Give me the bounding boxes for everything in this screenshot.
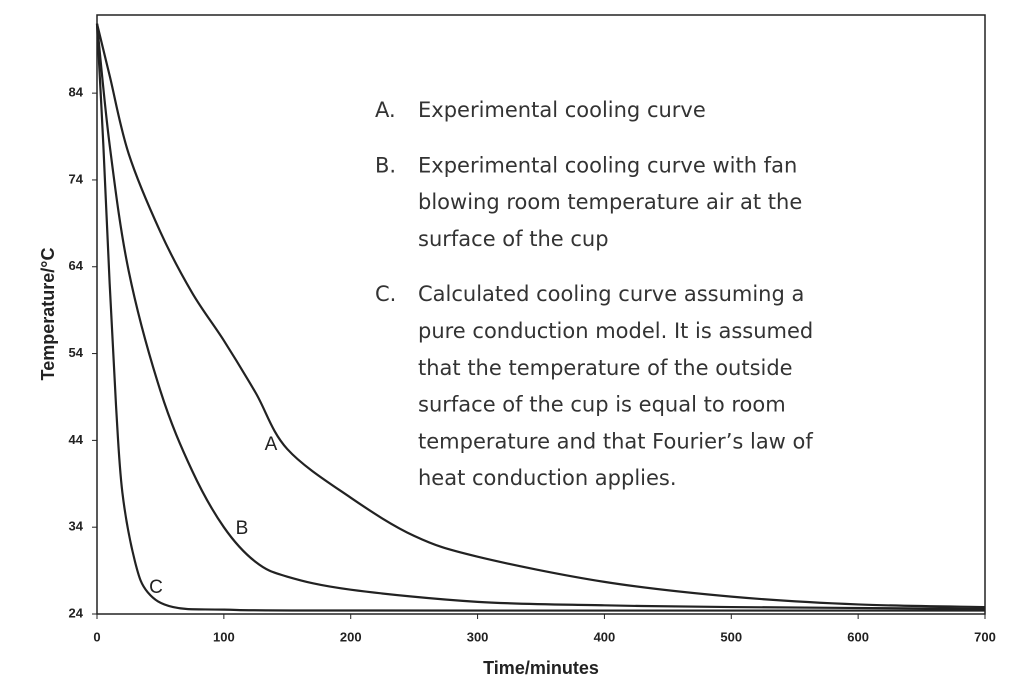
y-tick-label: 34 bbox=[69, 519, 84, 534]
note-text: surface of the cup is equal to room bbox=[418, 393, 786, 417]
curve-label: B bbox=[236, 518, 249, 539]
note-marker: B. bbox=[375, 153, 396, 177]
note-text: Experimental cooling curve bbox=[418, 98, 706, 122]
y-tick-label: 44 bbox=[69, 432, 84, 447]
x-tick-label: 500 bbox=[720, 629, 742, 644]
note-text: Calculated cooling curve assuming a bbox=[418, 282, 804, 306]
note-marker: A. bbox=[375, 98, 396, 122]
plot-frame bbox=[96, 14, 986, 615]
note-text: pure conduction model. It is assumed bbox=[418, 319, 813, 343]
note-text: temperature and that Fourier’s law of bbox=[418, 429, 813, 453]
series-line bbox=[95, 23, 986, 612]
x-tick-label: 400 bbox=[594, 629, 616, 644]
x-tick-label: 0 bbox=[93, 629, 100, 644]
note-marker: C. bbox=[375, 282, 396, 306]
y-tick-label: 74 bbox=[69, 171, 84, 186]
note-text: that the temperature of the outside bbox=[418, 356, 793, 380]
note-text: heat conduction applies. bbox=[418, 466, 677, 490]
x-tick-label: 300 bbox=[467, 629, 489, 644]
y-tick-label: 84 bbox=[69, 85, 84, 100]
x-tick-label: 200 bbox=[340, 629, 362, 644]
note-text: blowing room temperature air at the bbox=[418, 190, 802, 214]
note-text: surface of the cup bbox=[418, 227, 609, 251]
y-tick-label: 24 bbox=[69, 605, 84, 620]
y-tick-label: 54 bbox=[69, 345, 84, 360]
x-tick-label: 100 bbox=[213, 629, 235, 644]
series-line bbox=[95, 23, 986, 609]
y-axis-title: Temperature/°C bbox=[38, 248, 58, 381]
curve-label: A bbox=[265, 434, 278, 455]
x-tick-label: 700 bbox=[974, 629, 996, 644]
y-tick-label: 64 bbox=[69, 258, 84, 273]
series-line bbox=[95, 23, 986, 610]
x-tick-label: 600 bbox=[847, 629, 869, 644]
curve-label: C bbox=[149, 577, 163, 598]
note-text: Experimental cooling curve with fan bbox=[418, 153, 797, 177]
x-axis-title: Time/minutes bbox=[483, 658, 599, 678]
